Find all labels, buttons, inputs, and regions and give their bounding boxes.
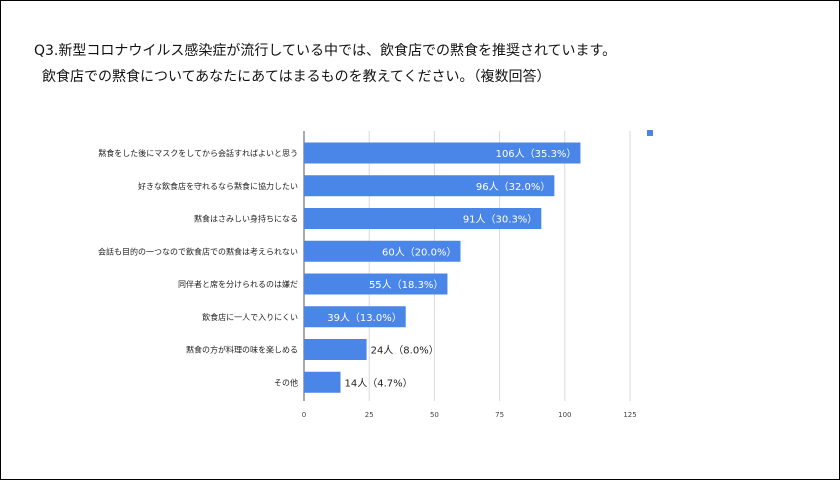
bar — [304, 339, 367, 360]
data-label: 106人（35.3%） — [496, 148, 577, 160]
category-label: 飲食店に一人で入りにくい — [202, 312, 298, 322]
x-tick-label: 75 — [495, 411, 504, 419]
chart-title: Q3.新型コロナウイルス感染症が流行している中では、飲食店での黙食を推奨されてい… — [34, 38, 616, 90]
category-label: 黙食をした後にマスクをしてから会話すればよいと思う — [98, 148, 298, 158]
x-tick-label: 100 — [558, 411, 571, 419]
data-label: 24人（8.0%） — [371, 345, 439, 357]
data-label: 14人（4.7%） — [345, 377, 413, 389]
data-label: 91人（30.3%） — [463, 214, 538, 226]
data-label: 96人（32.0%） — [476, 181, 551, 193]
data-label: 39人（13.0%） — [327, 312, 402, 324]
category-label: 同伴者と席を分けられるのは嫌だ — [178, 279, 298, 289]
chart-title-line1: Q3.新型コロナウイルス感染症が流行している中では、飲食店での黙食を推奨されてい… — [34, 43, 617, 59]
bar — [304, 306, 406, 328]
bar — [304, 175, 555, 197]
data-label: 60人（20.0%） — [382, 246, 457, 258]
data-label: 55人（18.3%） — [369, 279, 444, 291]
category-label: その他 — [274, 377, 298, 387]
bar — [304, 142, 581, 164]
legend-swatch — [647, 130, 653, 136]
category-label: 黙食はさみしい身持ちになる — [194, 214, 298, 224]
x-tick-label: 125 — [623, 411, 636, 419]
bar — [304, 273, 448, 295]
category-label: 黙食の方が料理の味を楽しめる — [186, 345, 298, 355]
x-tick-label: 50 — [430, 411, 439, 419]
x-tick-label: 25 — [365, 411, 374, 419]
bar — [304, 208, 542, 229]
bar — [304, 371, 341, 393]
chart-title-line2: 飲食店での黙食についてあなたにあてはまるものを教えてください。（複数回答） — [42, 69, 551, 85]
bar — [304, 240, 461, 262]
x-tick-label: 0 — [302, 411, 306, 419]
category-label: 会話も目的の一つなので飲食店での黙食は考えられない — [98, 246, 298, 256]
category-label: 好きな飲食店を守れるなら黙食に協力したい — [138, 181, 298, 191]
